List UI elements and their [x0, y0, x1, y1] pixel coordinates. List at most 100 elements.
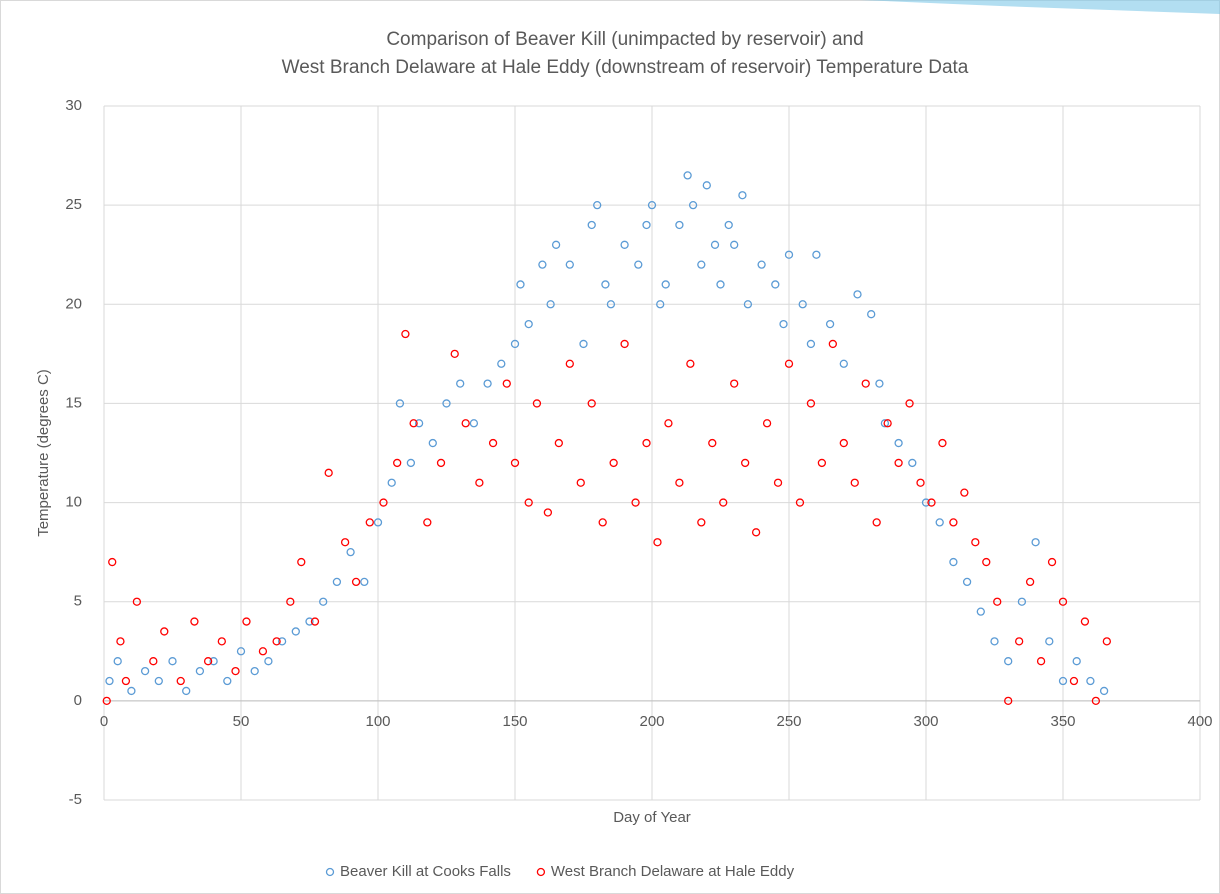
y-tick-label: 0: [74, 692, 82, 709]
point: [442, 399, 451, 408]
chart-title: West Branch Delaware at Hale Eddy (downs…: [282, 57, 969, 78]
point: [839, 359, 848, 368]
point: [360, 577, 369, 587]
point: [1102, 637, 1111, 646]
x-tick-label: 150: [502, 713, 527, 730]
point: [469, 419, 479, 428]
point: [209, 657, 218, 666]
point: [631, 498, 640, 507]
point: [601, 280, 610, 289]
y-tick-label: 30: [65, 97, 82, 114]
point: [168, 657, 177, 666]
point: [551, 240, 561, 249]
y-tick-label: 5: [74, 593, 82, 610]
point: [510, 339, 520, 349]
point: [1045, 637, 1054, 646]
point: [291, 627, 300, 636]
point: [1058, 676, 1068, 686]
point: [1036, 657, 1046, 666]
point: [708, 438, 717, 448]
point: [647, 200, 657, 210]
point: [656, 300, 665, 309]
point: [149, 657, 158, 666]
y-tick-label: 10: [65, 494, 82, 511]
point: [916, 478, 925, 487]
point: [436, 458, 446, 468]
point: [1072, 657, 1081, 666]
point: [127, 686, 136, 696]
point: [593, 200, 602, 210]
y-tick-label: 25: [65, 196, 82, 213]
point: [121, 676, 131, 686]
point: [771, 280, 780, 289]
point: [203, 657, 213, 666]
point: [393, 458, 402, 468]
point: [373, 518, 383, 527]
point: [1069, 676, 1079, 686]
point: [1031, 538, 1040, 547]
point: [730, 240, 739, 249]
point: [524, 498, 533, 507]
point: [1004, 657, 1013, 666]
point: [894, 438, 903, 448]
x-tick-label: 350: [1050, 713, 1075, 730]
point: [286, 597, 295, 606]
point: [182, 686, 191, 696]
point: [738, 191, 747, 200]
point: [190, 617, 199, 626]
point: [798, 300, 807, 309]
point: [806, 339, 816, 349]
point: [609, 458, 618, 468]
point: [825, 319, 835, 329]
point: [661, 280, 670, 289]
point: [982, 557, 991, 567]
point: [606, 300, 616, 309]
point: [784, 250, 794, 259]
point: [990, 637, 999, 646]
point: [236, 647, 246, 656]
point: [587, 399, 596, 408]
point: [642, 438, 651, 448]
x-tick-label: 300: [913, 713, 938, 730]
point: [379, 498, 388, 507]
point: [688, 200, 698, 210]
point: [894, 458, 903, 468]
point: [757, 260, 766, 269]
x-tick-label: 200: [639, 713, 664, 730]
y-tick-label: -5: [69, 791, 82, 808]
point: [730, 379, 739, 388]
point: [1086, 676, 1095, 686]
point: [332, 577, 342, 587]
point: [116, 637, 125, 646]
point: [565, 359, 574, 368]
point: [483, 379, 492, 388]
point: [784, 359, 794, 368]
point: [724, 220, 733, 230]
point: [532, 399, 542, 408]
point: [1004, 696, 1013, 706]
point: [102, 696, 111, 706]
point: [598, 518, 607, 527]
point: [949, 557, 958, 567]
point: [716, 280, 725, 289]
point: [223, 676, 232, 686]
point: [620, 339, 629, 349]
point: [113, 657, 122, 666]
point: [510, 458, 520, 468]
point: [195, 666, 205, 676]
point: [850, 478, 859, 487]
point: [1025, 577, 1035, 587]
point: [346, 547, 355, 557]
legend-marker: [536, 867, 546, 877]
point: [751, 528, 761, 537]
point: [414, 419, 424, 428]
x-tick-label: 250: [776, 713, 801, 730]
point: [140, 666, 150, 676]
point: [524, 319, 533, 329]
point: [576, 478, 585, 487]
chart-title: Comparison of Beaver Kill (unimpacted by…: [386, 29, 863, 50]
point: [773, 478, 783, 487]
point: [828, 339, 837, 349]
point: [250, 666, 259, 676]
